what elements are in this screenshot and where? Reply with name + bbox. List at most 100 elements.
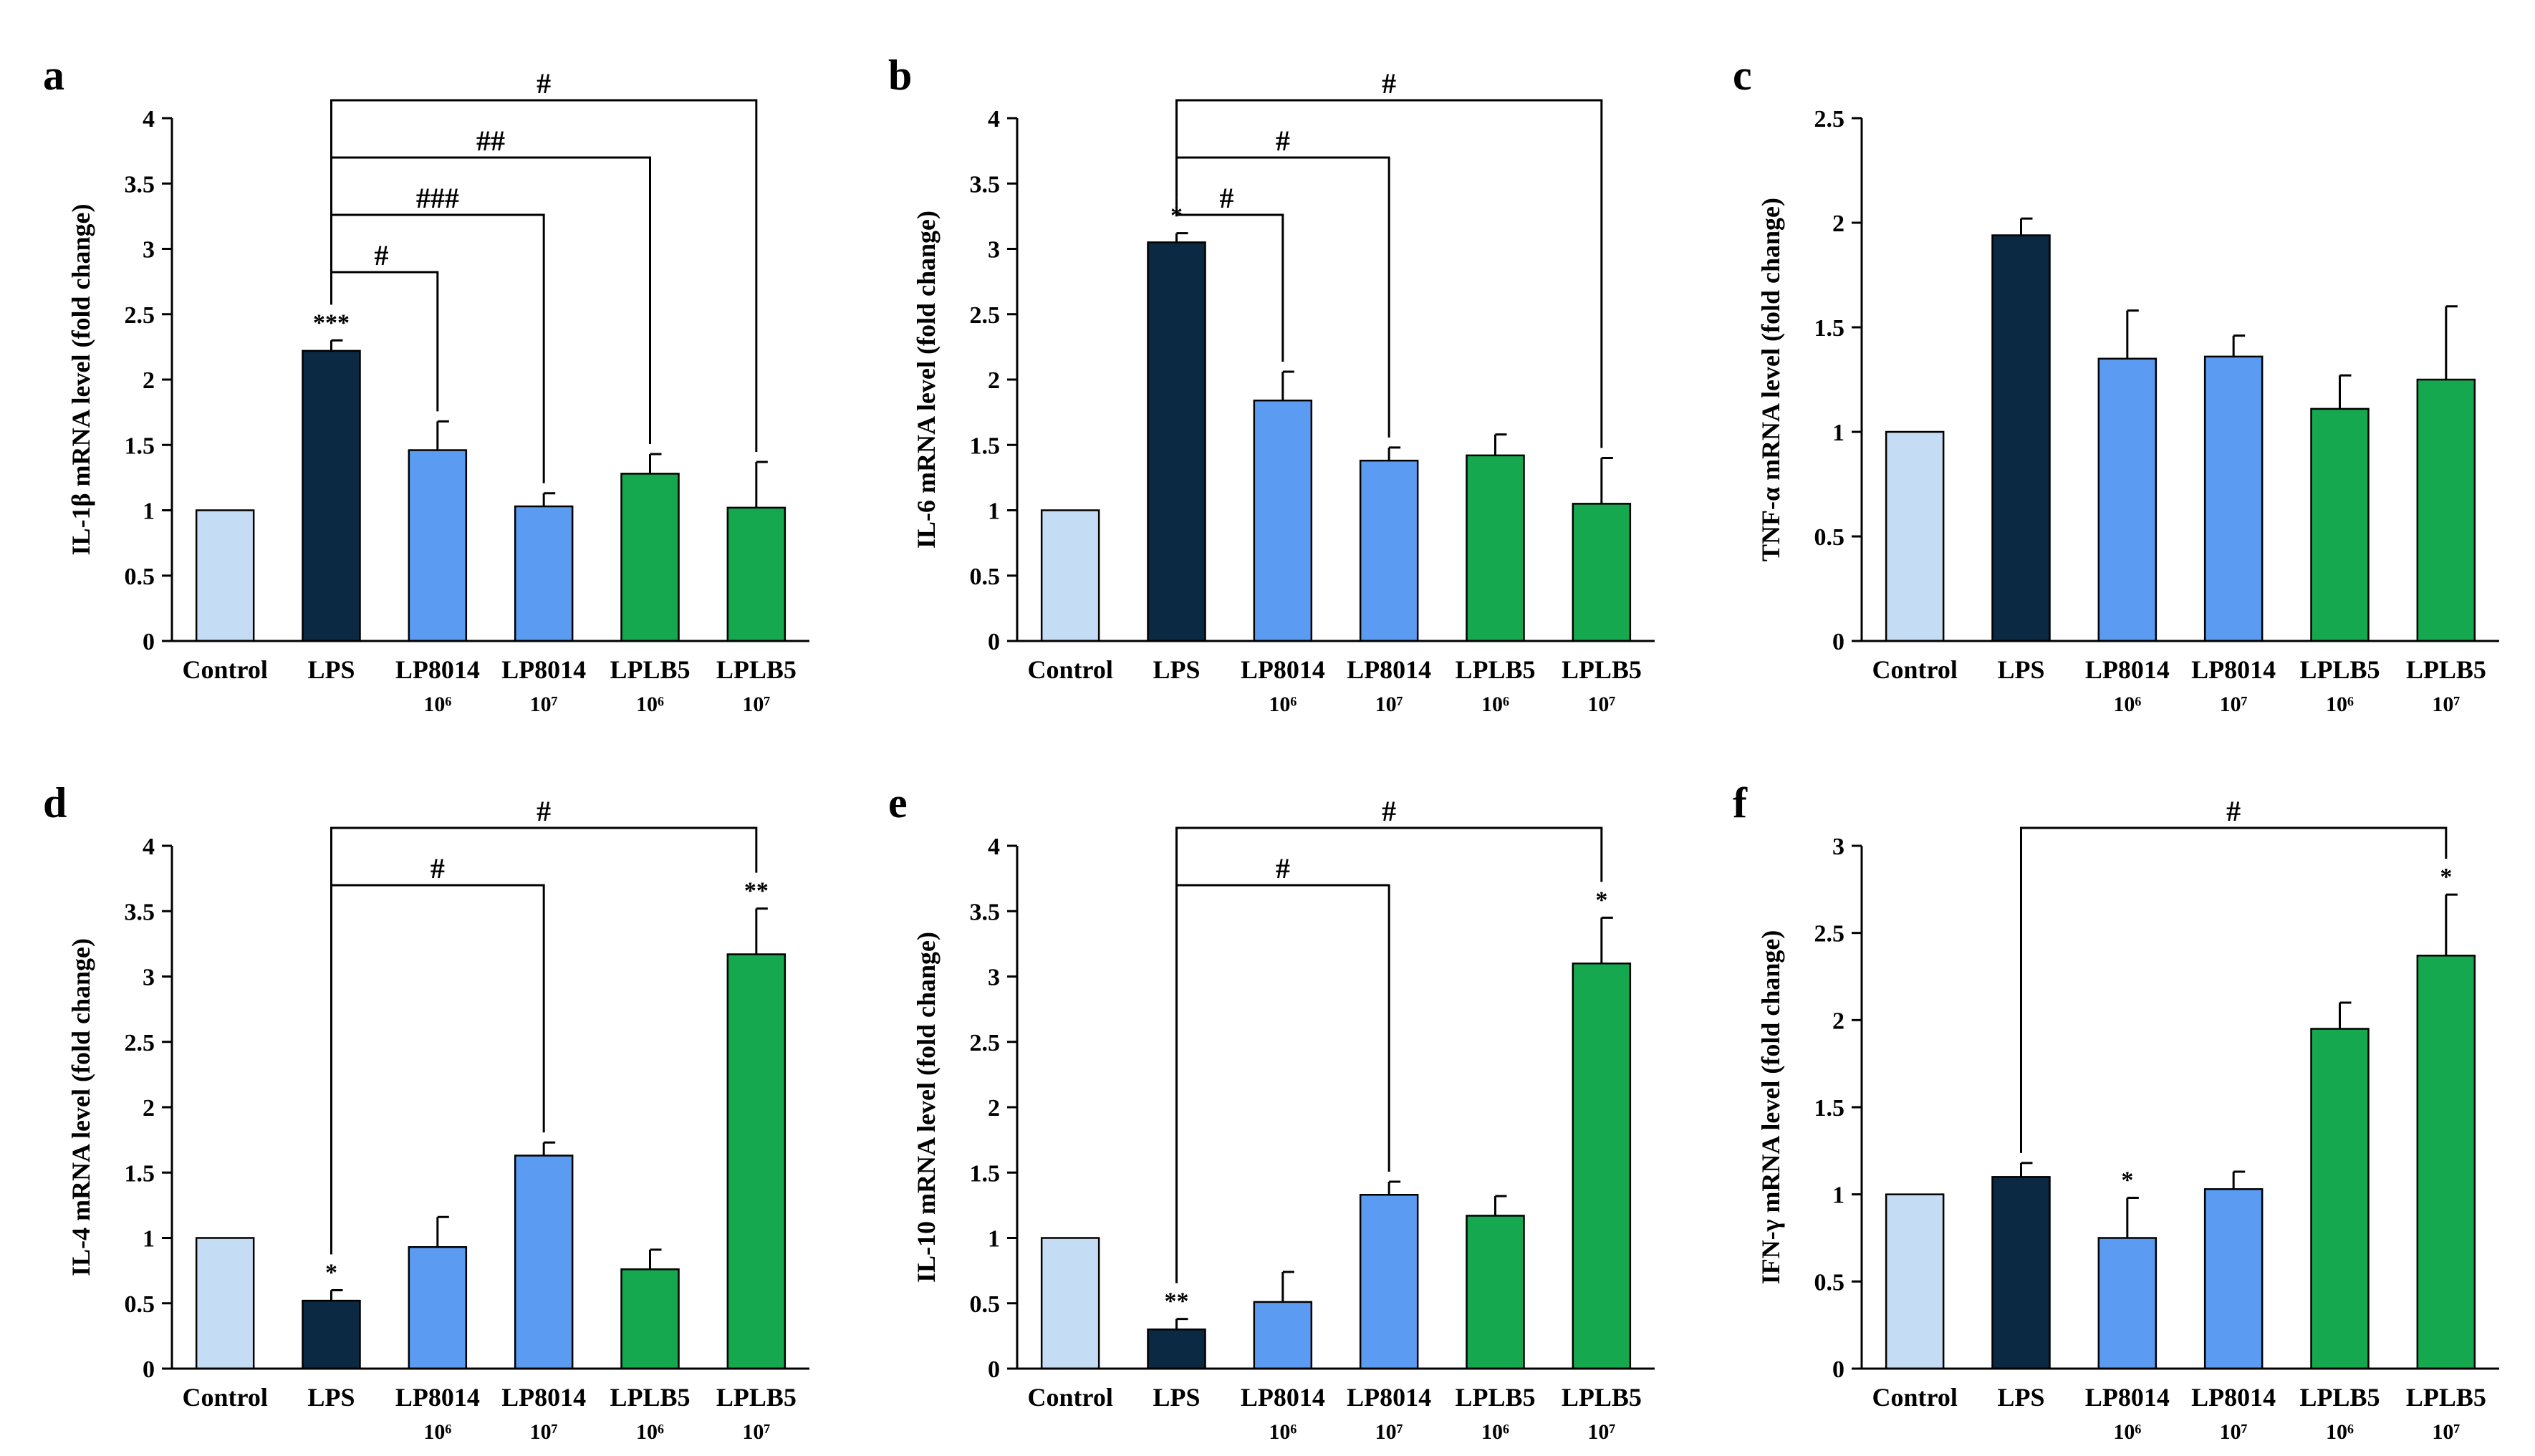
x-tick-dose: 10⁶ bbox=[1269, 1420, 1297, 1444]
significance-hash: # bbox=[1220, 182, 1234, 214]
x-tick-label: LP8014 bbox=[501, 1383, 586, 1412]
bar bbox=[1147, 1329, 1206, 1370]
y-tick-label: 2.5 bbox=[125, 302, 155, 329]
y-axis-label: IFN-γ mRNA level (fold change) bbox=[1756, 930, 1785, 1285]
bar bbox=[514, 505, 574, 642]
bar bbox=[1359, 459, 1419, 642]
y-tick-label: 2.5 bbox=[970, 1030, 1001, 1056]
x-tick-label: LPS bbox=[1153, 1383, 1200, 1412]
panel-b: b IL-6 mRNA level (fold change) 0 0.5 1 1.5 2 2… bbox=[845, 0, 1690, 728]
y-tick-label: 1 bbox=[1832, 420, 1844, 446]
x-tick-dose: 10⁶ bbox=[2326, 693, 2354, 716]
y-tick-label: 0.5 bbox=[125, 564, 155, 590]
x-tick-dose: 10⁷ bbox=[1375, 1420, 1403, 1444]
x-tick-label: LPS bbox=[1997, 1383, 2044, 1412]
y-tick-label: 1.5 bbox=[1814, 315, 1845, 342]
x-tick-dose: 10⁷ bbox=[2432, 1420, 2460, 1444]
x-tick-label: LPS bbox=[307, 655, 355, 684]
y-tick-label: 1.5 bbox=[125, 1160, 155, 1187]
x-tick-label: LPLB5 bbox=[2406, 1383, 2486, 1412]
y-tick-label: 2 bbox=[143, 1095, 155, 1122]
y-axis-label: IL-6 mRNA level (fold change) bbox=[912, 211, 941, 549]
y-axis-label: TNF-α mRNA level (fold change) bbox=[1756, 198, 1785, 561]
x-tick-dose: 10⁷ bbox=[2220, 693, 2248, 716]
bar bbox=[408, 1246, 468, 1370]
y-axis-label: IL-1β mRNA level (fold change) bbox=[67, 204, 95, 556]
x-tick-dose: 10⁶ bbox=[423, 1420, 451, 1444]
chart-svg: f IFN-γ mRNA level (fold change) 0 0.5 1 1.5 2… bbox=[1733, 779, 2499, 1444]
y-axis-label: IL-4 mRNA level (fold change) bbox=[67, 938, 95, 1276]
panel-label: a bbox=[43, 52, 64, 99]
bar bbox=[620, 1268, 680, 1370]
significance-hash: # bbox=[430, 852, 445, 884]
y-tick-label: 3 bbox=[143, 965, 155, 991]
y-tick-label: 1.5 bbox=[125, 433, 155, 459]
x-tick-label: LPS bbox=[1997, 655, 2044, 684]
y-tick-label: 2 bbox=[1832, 1008, 1844, 1034]
y-tick-label: 1.5 bbox=[970, 1160, 1001, 1187]
bar bbox=[1572, 963, 1632, 1370]
x-tick-label: LPLB5 bbox=[2406, 655, 2486, 684]
x-tick-dose: 10⁶ bbox=[2326, 1420, 2354, 1444]
bar bbox=[408, 449, 468, 642]
x-tick-label: LPLB5 bbox=[716, 1383, 797, 1412]
y-tick-label: 4 bbox=[988, 106, 1000, 132]
x-tick-dose: 10⁶ bbox=[1481, 693, 1509, 716]
y-tick-label: 4 bbox=[143, 834, 155, 860]
panel-label: e bbox=[888, 779, 908, 826]
y-tick-label: 0 bbox=[1832, 629, 1844, 655]
chart-svg: c TNF-α mRNA level (fold change) 0 0.5 1 1.5 2… bbox=[1733, 52, 2499, 716]
x-tick-label: Control bbox=[1027, 655, 1112, 684]
bar bbox=[2203, 355, 2264, 642]
bar bbox=[514, 1154, 574, 1370]
y-tick-label: 3 bbox=[988, 237, 1000, 264]
x-tick-label: LPLB5 bbox=[1455, 1383, 1535, 1412]
y-tick-label: 0 bbox=[988, 1356, 1000, 1383]
y-tick-label: 3 bbox=[1832, 834, 1844, 860]
y-tick-label: 3 bbox=[143, 237, 155, 264]
x-tick-label: LP8014 bbox=[1347, 1383, 1431, 1412]
x-tick-label: LP8014 bbox=[2085, 655, 2170, 684]
y-tick-label: 2.5 bbox=[1814, 106, 1845, 132]
panel-e: e IL-10 mRNA level (fold change) 0 0.5 1 1.5 2… bbox=[845, 728, 1690, 1455]
bar bbox=[2416, 378, 2476, 642]
x-tick-dose: 10⁷ bbox=[1587, 1420, 1615, 1444]
x-tick-label: LPLB5 bbox=[2299, 1383, 2380, 1412]
x-tick-dose: 10⁶ bbox=[423, 693, 451, 716]
bar bbox=[1040, 1237, 1100, 1370]
x-tick-label: LP8014 bbox=[395, 655, 480, 684]
bar bbox=[1466, 1215, 1525, 1370]
panel-d: d IL-4 mRNA level (fold change) 0 0.5 1 1.5 2 2… bbox=[0, 728, 845, 1455]
y-tick-label: 0.5 bbox=[125, 1291, 155, 1318]
y-tick-label: 0.5 bbox=[970, 564, 1001, 590]
bar bbox=[1253, 1301, 1313, 1370]
significance-star: * bbox=[2121, 1167, 2133, 1194]
bar bbox=[1147, 241, 1206, 642]
bar bbox=[302, 349, 361, 642]
x-tick-label: LPLB5 bbox=[610, 1383, 690, 1412]
significance-bracket bbox=[330, 884, 545, 1255]
x-tick-label: LP8014 bbox=[1241, 655, 1325, 684]
x-tick-dose: 10⁶ bbox=[636, 1420, 664, 1444]
significance-hash: # bbox=[1382, 67, 1396, 100]
significance-star: ** bbox=[1165, 1288, 1189, 1315]
x-tick-label: Control bbox=[1872, 655, 1957, 684]
x-tick-label: LPLB5 bbox=[2299, 655, 2380, 684]
x-tick-label: LP8014 bbox=[2191, 655, 2276, 684]
bar bbox=[726, 506, 787, 642]
significance-bracket bbox=[330, 271, 439, 412]
y-tick-label: 4 bbox=[143, 106, 155, 132]
bar bbox=[302, 1299, 361, 1370]
x-tick-label: LPLB5 bbox=[1562, 655, 1642, 684]
y-tick-label: 3.5 bbox=[125, 171, 155, 198]
significance-bracket bbox=[330, 156, 651, 445]
significance-bracket bbox=[1175, 197, 1284, 362]
y-tick-label: 2.5 bbox=[1814, 921, 1845, 948]
x-tick-dose: 10⁷ bbox=[742, 693, 770, 716]
significance-hash: ## bbox=[476, 125, 505, 157]
x-tick-dose: 10⁷ bbox=[530, 693, 558, 716]
y-tick-label: 2.5 bbox=[125, 1030, 155, 1056]
y-tick-label: 0 bbox=[143, 629, 155, 655]
x-tick-dose: 10⁷ bbox=[1587, 693, 1615, 716]
y-tick-label: 0 bbox=[143, 1356, 155, 1383]
